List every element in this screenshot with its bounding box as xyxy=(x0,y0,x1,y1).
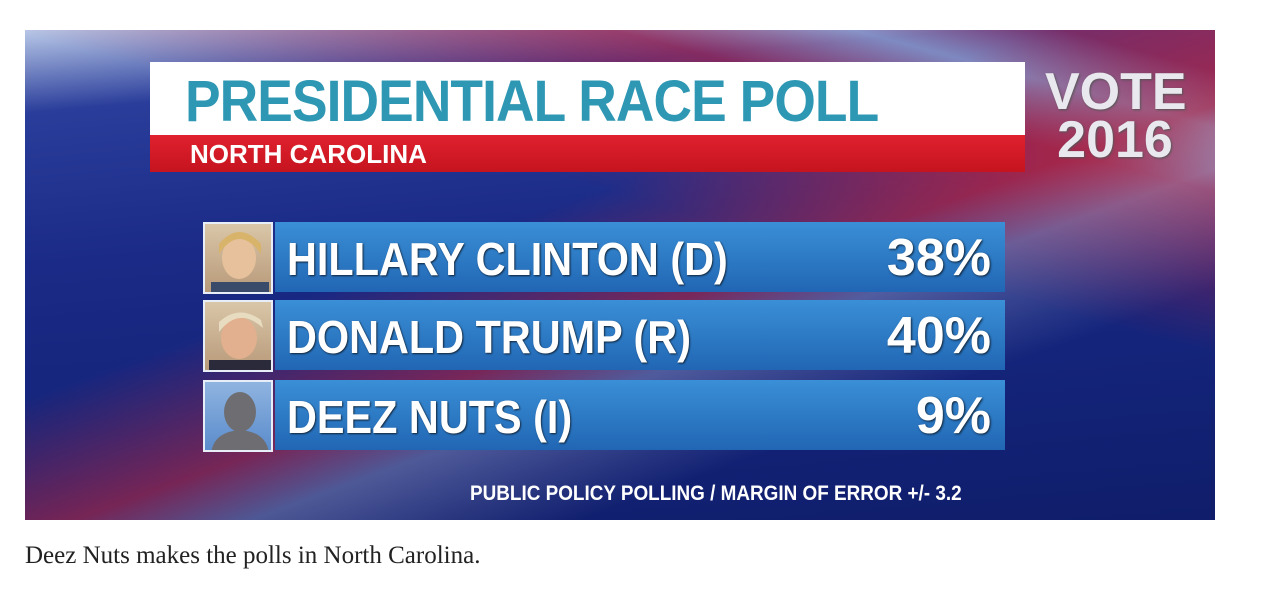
candidate-name: DEEZ NUTS (I) xyxy=(287,391,573,443)
candidate-percent: 9% xyxy=(915,387,991,445)
candidate-percent: 38% xyxy=(886,229,991,287)
candidate-name: HILLARY CLINTON (D) xyxy=(287,233,728,285)
source-footer: PUBLIC POLICY POLLING / MARGIN OF ERROR … xyxy=(470,482,962,505)
title: PRESIDENTIAL RACE POLL xyxy=(185,69,879,134)
candidate-photo xyxy=(203,380,273,452)
poll-graphic: PRESIDENTIAL RACE POLL NORTH CAROLINA VO… xyxy=(25,30,1215,520)
portrait xyxy=(209,312,271,370)
subtitle-bar xyxy=(150,135,1025,172)
candidate-photo xyxy=(203,300,273,372)
candidate-row: DONALD TRUMP (R) 40% xyxy=(275,300,1005,370)
portrait xyxy=(211,232,269,292)
candidate-name: DONALD TRUMP (R) xyxy=(287,311,692,363)
caption: Deez Nuts makes the polls in North Carol… xyxy=(25,542,481,569)
silhouette xyxy=(211,392,269,450)
badge-line: 2016 xyxy=(1057,111,1173,169)
candidate-row: DEEZ NUTS (I) 9% xyxy=(275,380,1005,450)
candidate-percent: 40% xyxy=(886,307,991,365)
subtitle: NORTH CAROLINA xyxy=(190,139,427,169)
candidate-photo xyxy=(203,222,273,294)
vote-badge: VOTE 2016 xyxy=(1045,63,1187,169)
candidate-row: HILLARY CLINTON (D) 38% xyxy=(275,222,1005,292)
badge-line: VOTE xyxy=(1045,63,1187,121)
title-bar xyxy=(150,62,1025,135)
